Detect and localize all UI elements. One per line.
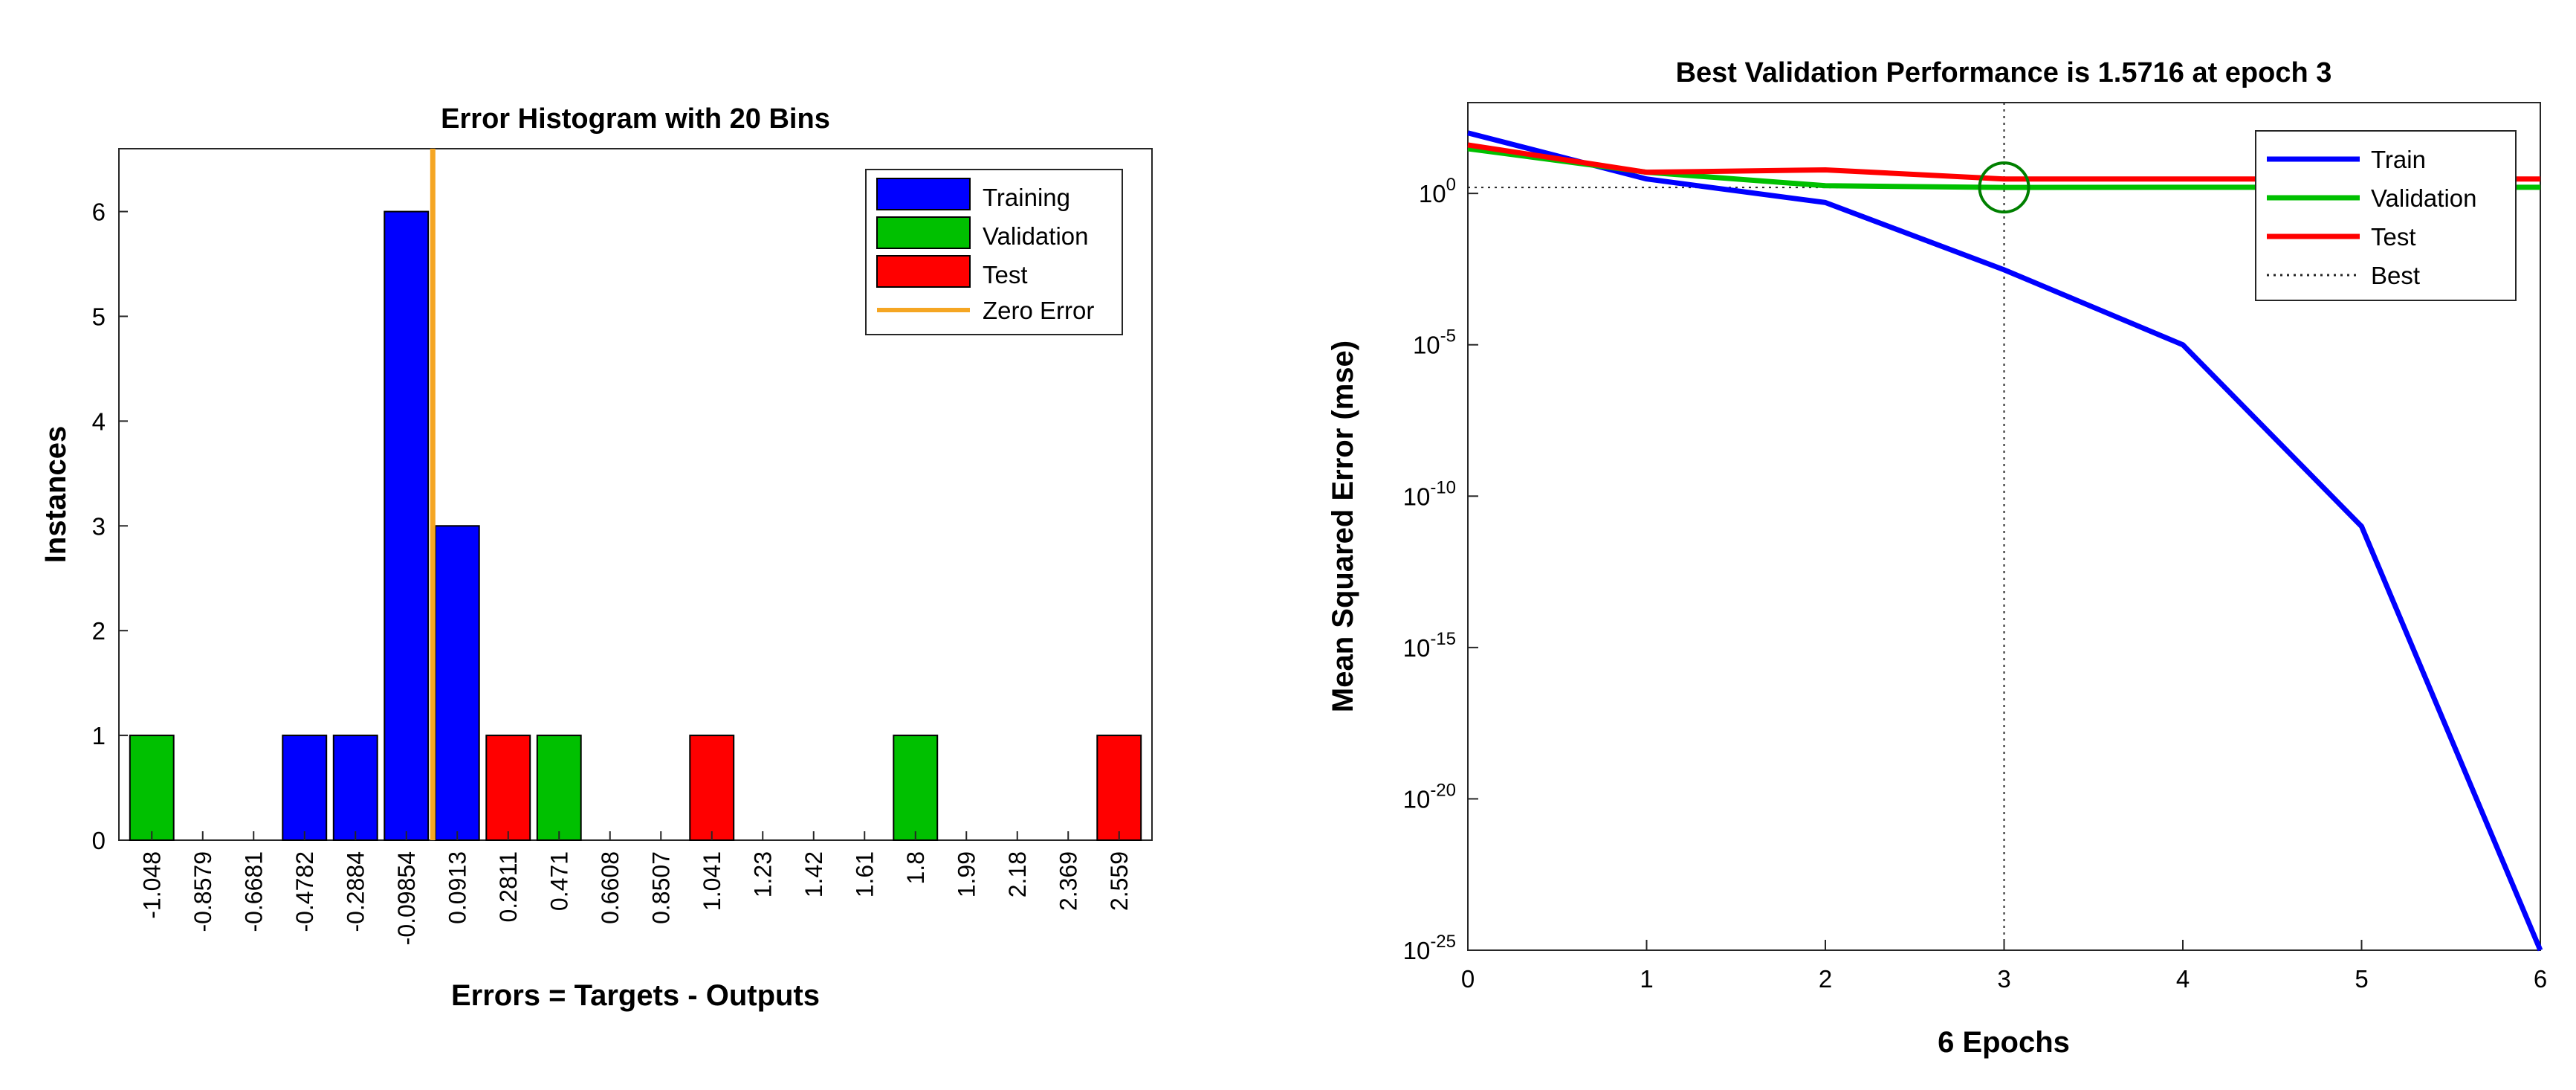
performance-panel: 0 1 2 3 4 5 6 100 10-5 10-10 10-15 10-20 10-25 Best … — [1327, 57, 2547, 1059]
histogram-ylabel: Instances — [39, 426, 72, 564]
histogram-xtick-label: 2.559 — [1106, 851, 1133, 911]
histogram-xtick-label: 2.18 — [1004, 851, 1031, 897]
performance-ylabel: Mean Squared Error (mse) — [1327, 341, 1359, 712]
histogram-xtick-label: 2.369 — [1055, 851, 1081, 911]
histogram-ytick-label: 4 — [92, 407, 106, 435]
histogram-xtick-label: 1.041 — [699, 851, 725, 911]
legend-label-test-line: Test — [2371, 223, 2416, 251]
histogram-xtick-label: -0.8579 — [190, 851, 216, 932]
histogram-xtick-label: 1.61 — [851, 851, 878, 897]
histogram-bar-training-6 — [434, 525, 480, 841]
legend-swatch-validation — [876, 216, 971, 249]
histogram-legend: Training Validation Test Zero Error — [865, 169, 1123, 335]
histogram-xtick-label: 0.0913 — [444, 851, 470, 924]
performance-xtick-label: 2 — [1819, 965, 1832, 993]
histogram-bar-training-4 — [332, 735, 378, 841]
performance-ytick-label: 100 — [1419, 175, 1456, 207]
histogram-xtick-label: 1.42 — [800, 851, 827, 897]
histogram-bar-training-3 — [282, 735, 328, 841]
performance-line-train — [1467, 130, 2543, 952]
histogram-bar-training-5 — [384, 210, 430, 841]
histogram-ytick-label: 5 — [92, 303, 106, 330]
legend-label-test: Test — [983, 261, 1028, 288]
histogram-ytick-label: 6 — [92, 199, 106, 226]
histogram-bar-validation-8 — [536, 735, 582, 841]
histogram-xtick-label: 1.23 — [749, 851, 776, 897]
legend-label-best: Best — [2371, 262, 2420, 289]
histogram-xtick-label: 1.99 — [953, 851, 980, 897]
histogram-xtick-label: 0.6608 — [597, 851, 624, 924]
legend-label-train: Train — [2371, 146, 2426, 173]
performance-xlabel: 6 Epochs — [1938, 1026, 2070, 1059]
histogram-xtick-label: 0.2811 — [495, 851, 522, 923]
legend-label-validation: Validation — [983, 222, 1089, 250]
performance-xtick-label: 3 — [1997, 965, 2010, 993]
performance-ytick-label: 10-10 — [1403, 477, 1456, 510]
histogram-xtick-label: -1.048 — [138, 851, 165, 919]
performance-ytick-label: 10-20 — [1403, 780, 1456, 813]
performance-legend: Train Validation Test Best — [2255, 130, 2517, 301]
histogram-xtick-label: -0.4782 — [291, 851, 318, 932]
histogram-title: Error Histogram with 20 Bins — [441, 103, 830, 135]
histogram-bar-validation-15 — [893, 735, 939, 841]
histogram-ytick-label: 1 — [92, 722, 106, 749]
histogram-bar-test-11 — [689, 735, 735, 841]
histogram-bar-test-7 — [485, 735, 531, 841]
performance-xtick-label: 4 — [2176, 965, 2190, 993]
histogram-panel: 0 1 2 3 4 5 6 -1.048 -0.8579 -0.6681 -0.4782 -0.28… — [39, 103, 1153, 1012]
histogram-ytick-label: 0 — [92, 827, 106, 854]
performance-ytick-label: 10-25 — [1403, 932, 1456, 964]
performance-xtick-label: 6 — [2534, 965, 2547, 993]
histogram-bar-validation-0 — [129, 735, 175, 841]
histogram-xlabel: Errors = Targets - Outputs — [451, 979, 820, 1012]
histogram-ytick-label: 2 — [92, 617, 106, 645]
histogram-xtick-label: 0.8507 — [647, 851, 674, 924]
performance-title: Best Validation Performance is 1.5716 at… — [1676, 57, 2332, 88]
best-validation-circle — [1978, 161, 2030, 214]
histogram-xtick-label: -0.6681 — [240, 851, 267, 932]
performance-ytick-label: 10-5 — [1413, 326, 1456, 359]
histogram-xtick-label: 1.8 — [902, 851, 929, 884]
legend-swatch-test — [876, 255, 971, 288]
legend-label-training: Training — [983, 184, 1070, 211]
performance-xtick-label: 1 — [1640, 965, 1653, 993]
histogram-xtick-label: -0.2884 — [342, 851, 369, 932]
histogram-xtick-label: -0.09854 — [393, 851, 420, 945]
histogram-bar-test-19 — [1096, 735, 1142, 841]
legend-label-zero-error: Zero Error — [983, 297, 1094, 324]
histogram-xtick-label: 0.471 — [546, 851, 572, 911]
performance-xtick-label: 5 — [2355, 965, 2368, 993]
legend-label-validation-line: Validation — [2371, 184, 2477, 212]
histogram-ytick-label: 3 — [92, 512, 106, 540]
performance-xtick-label: 0 — [1461, 965, 1475, 993]
performance-ytick-label: 10-15 — [1403, 629, 1456, 662]
legend-swatch-training — [876, 178, 971, 210]
